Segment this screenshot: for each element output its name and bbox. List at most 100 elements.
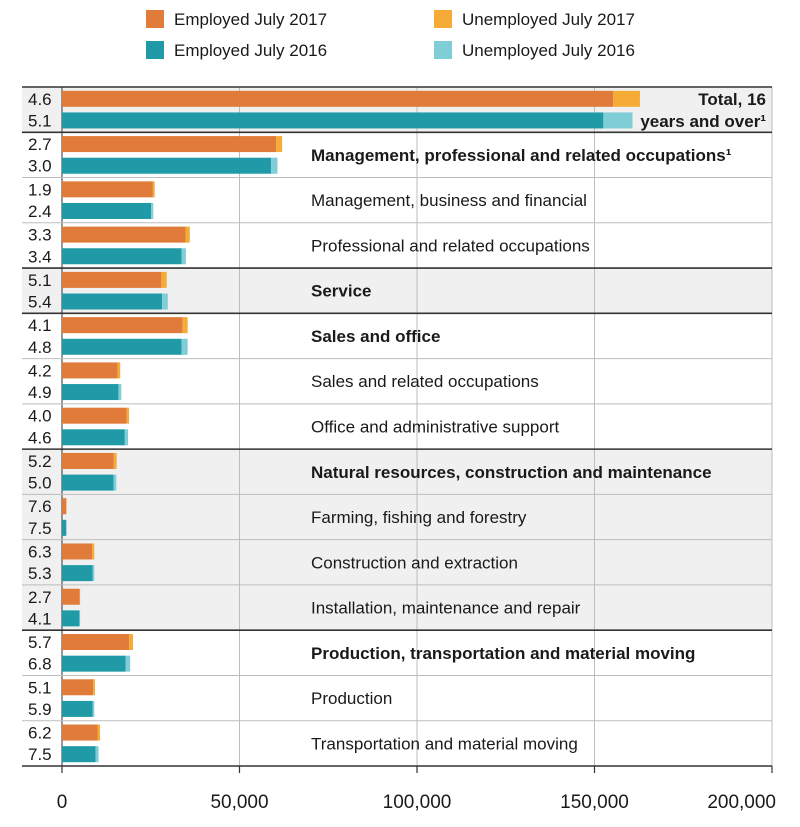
row-separators <box>22 86 772 722</box>
row-shade-9 <box>22 494 772 540</box>
legend-label-0: Employed July 2017 <box>174 10 327 29</box>
bar-unemployed-2017-13 <box>93 679 96 696</box>
legend-label-2: Employed July 2016 <box>174 41 327 60</box>
x-tick-label-3: 150,000 <box>560 792 629 813</box>
bar-employed-2017-8 <box>62 452 114 469</box>
rate-label-2016-11: 4.1 <box>28 609 52 628</box>
bar-employed-2016-8 <box>62 474 114 491</box>
rate-label-2017-11: 2.7 <box>28 588 52 607</box>
rate-label-2016-4: 5.4 <box>28 293 52 312</box>
bar-employed-2017-4 <box>62 271 162 288</box>
category-label-7: Office and administrative support <box>311 418 559 437</box>
rate-label-2016-2: 2.4 <box>28 202 52 221</box>
category-label-1: Management, professional and related occ… <box>311 146 732 165</box>
rate-label-2016-3: 3.4 <box>28 247 52 266</box>
rate-label-2016-0: 5.1 <box>28 111 52 130</box>
legend: Employed July 2017 Unemployed July 2017 Em… <box>146 10 635 60</box>
bar-unemployed-2017-4 <box>161 271 167 288</box>
category-label-3: Professional and related occupations <box>311 236 590 255</box>
bar-unemployed-2017-6 <box>117 362 121 379</box>
bar-unemployed-2016-0 <box>603 112 633 129</box>
bar-unemployed-2016-14 <box>95 746 99 763</box>
category-label-2: Management, business and financial <box>311 191 587 210</box>
row-shade-11 <box>22 584 772 631</box>
bar-employed-2016-7 <box>62 429 125 446</box>
legend-label-1: Unemployed July 2017 <box>462 10 635 29</box>
bar-unemployed-2017-14 <box>97 724 100 741</box>
bar-unemployed-2016-3 <box>181 248 186 265</box>
bar-unemployed-2017-10 <box>92 543 95 560</box>
bar-employed-2017-5 <box>62 317 183 334</box>
bar-employed-2017-13 <box>62 679 94 696</box>
rate-label-2016-6: 4.9 <box>28 383 52 402</box>
bar-unemployed-2017-3 <box>185 226 190 243</box>
bar-employed-2017-7 <box>62 407 127 424</box>
bar-employed-2017-2 <box>62 181 153 198</box>
bar-employed-2016-0 <box>62 112 604 129</box>
rate-label-2016-1: 3.0 <box>28 157 52 176</box>
category-label-12: Production, transportation and material … <box>311 644 695 663</box>
bar-employed-2017-14 <box>62 724 98 741</box>
bar-unemployed-2017-2 <box>152 181 155 198</box>
bar-employed-2016-6 <box>62 384 119 401</box>
bar-employed-2017-6 <box>62 362 118 379</box>
category-label-5: Sales and office <box>311 327 440 346</box>
bar-unemployed-2016-11 <box>79 610 81 627</box>
bar-employed-2016-13 <box>62 700 93 717</box>
bar-unemployed-2016-5 <box>181 338 188 355</box>
bar-employed-2017-1 <box>62 136 277 153</box>
rate-label-2017-2: 1.9 <box>28 180 52 199</box>
legend-swatch-1 <box>434 10 452 28</box>
bar-unemployed-2016-7 <box>124 429 129 446</box>
category-label-9: Farming, fishing and forestry <box>311 508 527 527</box>
bars <box>62 90 640 763</box>
rate-label-2016-10: 5.3 <box>28 564 52 583</box>
legend-swatch-2 <box>146 41 164 59</box>
bar-employed-2017-12 <box>62 634 130 651</box>
legend-label-3: Unemployed July 2016 <box>462 41 635 60</box>
bar-unemployed-2016-4 <box>162 293 168 310</box>
bar-employed-2016-5 <box>62 338 182 355</box>
category-label-8: Natural resources, construction and main… <box>311 463 712 482</box>
bar-unemployed-2016-13 <box>92 700 95 717</box>
rate-label-2017-10: 6.3 <box>28 542 52 561</box>
rate-label-2017-1: 2.7 <box>28 135 52 154</box>
legend-swatch-0 <box>146 10 164 28</box>
rate-label-2016-14: 7.5 <box>28 745 52 764</box>
rate-label-2016-7: 4.6 <box>28 428 52 447</box>
rate-label-2016-13: 5.9 <box>28 700 52 719</box>
category-label-14: Transportation and material moving <box>311 734 578 753</box>
x-gridlines <box>61 87 773 766</box>
bar-employed-2016-10 <box>62 565 93 582</box>
x-tick-label-4: 200,000 <box>707 792 776 813</box>
x-tick-label-1: 50,000 <box>210 792 268 813</box>
bar-employed-2017-3 <box>62 226 186 243</box>
rate-label-2017-8: 5.2 <box>28 452 52 471</box>
bar-unemployed-2017-8 <box>113 452 117 469</box>
bar-unemployed-2017-12 <box>129 634 133 651</box>
rate-labels: 4.6 5.1 2.7 3.0 1.9 2.4 3.3 3.4 5.1 5.4 4.1 4.8 4.2 4… <box>28 90 52 764</box>
row-shade-8 <box>22 449 772 495</box>
rate-label-2016-5: 4.8 <box>28 338 52 357</box>
bar-employed-2017-11 <box>62 588 80 605</box>
rate-label-2017-4: 5.1 <box>28 271 52 290</box>
category-label-4: Service <box>311 282 372 301</box>
bar-unemployed-2016-10 <box>92 565 95 582</box>
rate-label-2017-0: 4.6 <box>28 90 52 109</box>
x-tick-label-2: 100,000 <box>383 792 452 813</box>
bar-unemployed-2016-1 <box>271 157 278 174</box>
bar-employed-2017-9 <box>62 498 67 515</box>
rate-label-2017-9: 7.6 <box>28 497 52 516</box>
bar-unemployed-2016-12 <box>125 655 131 672</box>
category-labels: Total, 16 years and over¹ Management, prof… <box>311 90 766 753</box>
bar-unemployed-2017-0 <box>613 90 640 107</box>
row-shade-10 <box>22 539 772 585</box>
bar-employed-2016-14 <box>62 746 96 763</box>
rate-label-2017-14: 6.2 <box>28 724 52 743</box>
rate-label-2016-12: 6.8 <box>28 655 52 674</box>
rate-label-2016-9: 7.5 <box>28 519 52 538</box>
rate-label-2017-6: 4.2 <box>28 361 52 380</box>
rate-label-2017-13: 5.1 <box>28 678 52 697</box>
bar-employed-2016-4 <box>62 293 163 310</box>
